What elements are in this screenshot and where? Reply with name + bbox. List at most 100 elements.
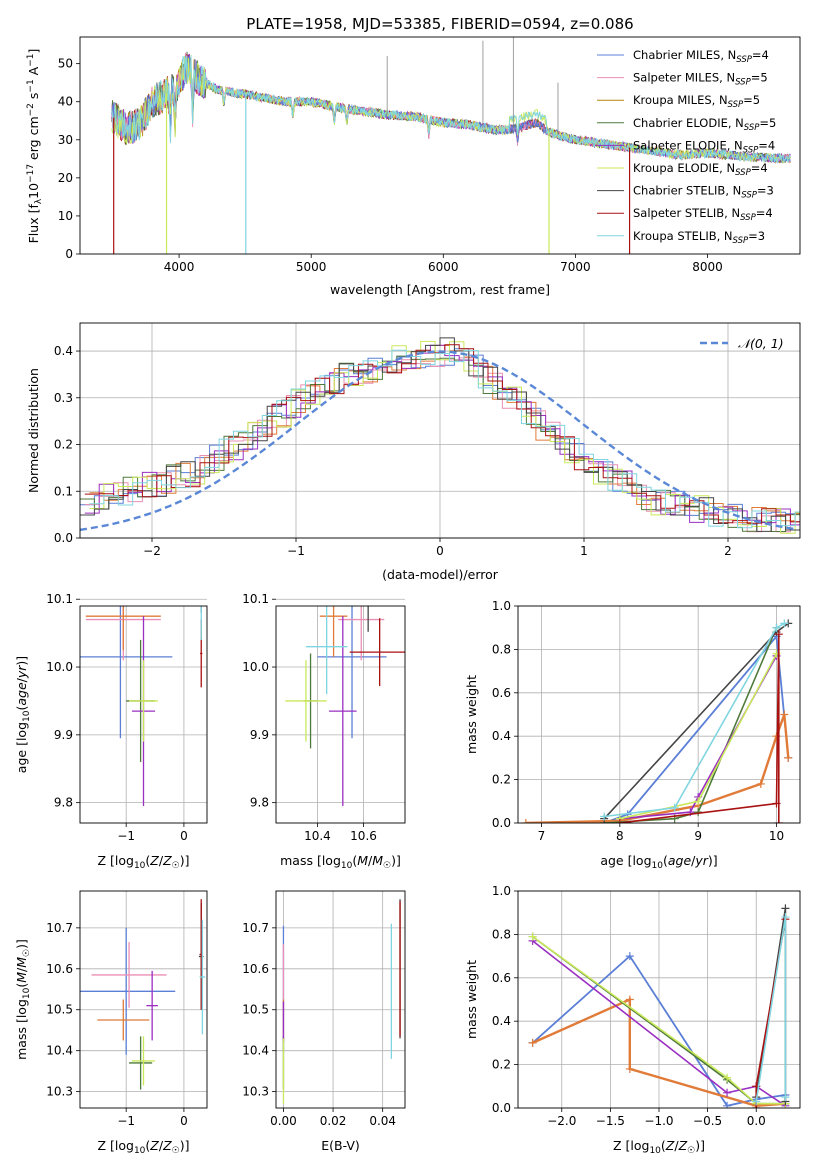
legend-value: =4 xyxy=(752,48,769,62)
legend-sub: SSP xyxy=(740,213,756,223)
label-part: 10 xyxy=(649,1146,661,1156)
legend-label: Chabrier MILES, NSSP=4 xyxy=(633,48,769,65)
label-part: )] xyxy=(180,1138,190,1153)
legend-value: =4 xyxy=(751,161,768,175)
x-tick-label: 2 xyxy=(724,544,732,558)
y-tick-label: 10.6 xyxy=(242,962,269,976)
label-part: Z xyxy=(678,1138,688,1153)
y-tick-label: 9.8 xyxy=(54,796,73,810)
y-tick-label: 10.3 xyxy=(242,1085,269,1099)
errorbar-point xyxy=(306,599,347,694)
weight-marker xyxy=(780,711,788,719)
legend-sub: SSP xyxy=(735,78,751,88)
weight-line xyxy=(604,623,788,818)
y-axis-label: mass weight xyxy=(464,675,479,754)
errorbar-point xyxy=(68,575,172,738)
residual-histogram xyxy=(90,350,819,527)
weight-marker xyxy=(781,1093,789,1101)
y-tick-label: 0 xyxy=(65,247,73,261)
legend-text: Salpeter STELIB, N xyxy=(633,206,740,220)
errorbar-point xyxy=(92,942,167,1008)
label-part: Z xyxy=(149,853,159,868)
x-axis-label: age [log10(age/yr)] xyxy=(600,853,717,871)
x-tick-label: −1 xyxy=(117,1114,135,1128)
x-tick-label: 8 xyxy=(616,829,624,843)
x-tick-label: 8000 xyxy=(692,260,723,274)
label-part: )] xyxy=(14,939,29,949)
legend-sub: SSP xyxy=(744,123,760,133)
y-tick-label: 1.0 xyxy=(492,599,511,613)
x-tick-label: 4000 xyxy=(164,260,195,274)
errorbar-point xyxy=(97,1000,149,1041)
weight-marker xyxy=(784,754,792,762)
label-part: ☉ xyxy=(383,861,391,871)
legend-value: =5 xyxy=(743,93,760,107)
y-tick-label: 0.4 xyxy=(54,344,73,358)
y-tick-label: 9.9 xyxy=(250,728,269,742)
label-part: yr xyxy=(14,665,29,679)
label-part: age xyxy=(14,682,29,706)
label-part: M xyxy=(357,853,368,868)
label-part: A xyxy=(26,66,41,79)
x-tick-label: −1.0 xyxy=(644,1114,673,1128)
label-part: −1 xyxy=(26,54,36,67)
label-part: ] xyxy=(26,49,41,54)
label-part: mass [log xyxy=(280,853,341,868)
x-tick-label: 1 xyxy=(580,544,588,558)
legend-text: Salpeter ELODIE, N xyxy=(633,138,743,152)
weight-marker xyxy=(626,1065,634,1073)
label-part: age xyxy=(668,853,692,868)
y-axis-label: mass [log10(M/M☉)] xyxy=(14,939,32,1060)
label-part: )] xyxy=(180,853,190,868)
weight-marker xyxy=(781,913,789,921)
legend-text: Salpeter MILES, N xyxy=(633,71,735,85)
legend-value: =5 xyxy=(751,71,768,85)
label-part: 10 xyxy=(22,987,32,999)
label-part: )] xyxy=(708,853,718,868)
y-axis-label: mass weight xyxy=(464,960,479,1039)
legend-text: Kroupa STELIB, N xyxy=(633,229,733,243)
errorbar-point xyxy=(129,660,158,741)
label-part: mass [log xyxy=(14,999,29,1060)
x-tick-label: −1 xyxy=(287,544,305,558)
weight-marker xyxy=(781,904,789,912)
y-tick-label: 0.6 xyxy=(492,971,511,985)
errorbar-point xyxy=(146,971,158,1041)
y-tick-label: 9.9 xyxy=(54,728,73,742)
label-part: ☉ xyxy=(22,949,32,957)
errorbar-point xyxy=(132,1036,155,1085)
label-part: ☉ xyxy=(172,1146,180,1156)
label-part: ☉ xyxy=(687,1146,695,1156)
legend-label: Salpeter MILES, NSSP=5 xyxy=(633,71,768,88)
x-tick-label: 7000 xyxy=(560,260,591,274)
y-tick-label: 10.7 xyxy=(242,921,269,935)
weight-marker xyxy=(757,780,765,788)
x-tick-label: 0 xyxy=(180,1114,188,1128)
errorbar-point xyxy=(285,660,326,741)
legend-sub: SSP xyxy=(728,100,744,110)
x-tick-label: 0 xyxy=(436,544,444,558)
y-tick-label: 50 xyxy=(58,57,73,71)
label-part: −1 xyxy=(26,79,36,92)
legend-label: Chabrier STELIB, NSSP=3 xyxy=(633,184,774,201)
weight-marker xyxy=(626,996,634,1004)
x-axis-label: mass [log10(M/M☉)] xyxy=(280,853,401,871)
label-part: )] xyxy=(391,853,401,868)
y-tick-label: 10.1 xyxy=(242,592,269,606)
legend-value: =4 xyxy=(758,138,775,152)
legend-text: Chabrier MILES, N xyxy=(633,48,736,62)
legend-sub: SSP xyxy=(733,236,749,246)
y-axis-label: Flux [fλ10−17 erg cm−2 s−1 A−1] xyxy=(26,49,44,244)
weight-marker xyxy=(600,812,608,820)
legend-text: Kroupa ELODIE, N xyxy=(633,161,735,175)
legend-sub: SSP xyxy=(743,145,759,155)
legend-text: Chabrier ELODIE, N xyxy=(633,116,744,130)
legend-sub: SSP xyxy=(741,191,757,201)
label-part: 10 xyxy=(22,710,32,722)
label-part: Z [log xyxy=(97,853,133,868)
y-tick-label: 0.0 xyxy=(492,816,511,830)
y-tick-label: 30 xyxy=(58,133,73,147)
